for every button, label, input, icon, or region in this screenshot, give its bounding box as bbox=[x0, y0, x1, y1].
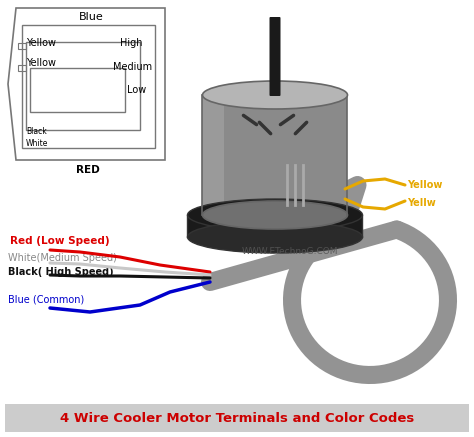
Polygon shape bbox=[8, 8, 165, 160]
Text: Medium: Medium bbox=[113, 62, 152, 72]
Bar bbox=[18, 43, 26, 49]
Bar bbox=[202, 95, 347, 215]
Text: Black( High Speed): Black( High Speed) bbox=[8, 267, 114, 277]
Bar bbox=[188, 215, 363, 237]
Ellipse shape bbox=[202, 81, 347, 109]
Text: High: High bbox=[120, 38, 143, 48]
Text: Blue (Common): Blue (Common) bbox=[8, 295, 84, 305]
Text: Blue: Blue bbox=[79, 12, 104, 22]
FancyBboxPatch shape bbox=[270, 17, 281, 96]
Bar bbox=[30, 68, 125, 112]
Text: White(Medium Speed): White(Medium Speed) bbox=[8, 253, 117, 263]
Bar bbox=[202, 95, 224, 215]
Text: Yellow: Yellow bbox=[26, 58, 56, 68]
Bar bbox=[22, 25, 155, 148]
Ellipse shape bbox=[188, 221, 363, 253]
Text: Black: Black bbox=[26, 128, 47, 136]
Text: WWW.ETechnoG.COM: WWW.ETechnoG.COM bbox=[242, 247, 338, 257]
Ellipse shape bbox=[202, 201, 347, 229]
Text: RED: RED bbox=[76, 165, 100, 175]
Text: Yellw: Yellw bbox=[407, 198, 436, 208]
Ellipse shape bbox=[188, 199, 363, 231]
Bar bbox=[5, 404, 469, 432]
Text: White: White bbox=[26, 139, 48, 148]
Bar bbox=[18, 65, 26, 71]
Text: Yellow: Yellow bbox=[26, 38, 56, 48]
Text: 4 Wire Cooler Motor Terminals and Color Codes: 4 Wire Cooler Motor Terminals and Color … bbox=[60, 412, 414, 424]
Text: Red (Low Speed): Red (Low Speed) bbox=[10, 236, 109, 246]
Bar bbox=[26, 42, 140, 130]
Text: Yellow: Yellow bbox=[407, 180, 442, 190]
Text: Low: Low bbox=[127, 85, 146, 95]
